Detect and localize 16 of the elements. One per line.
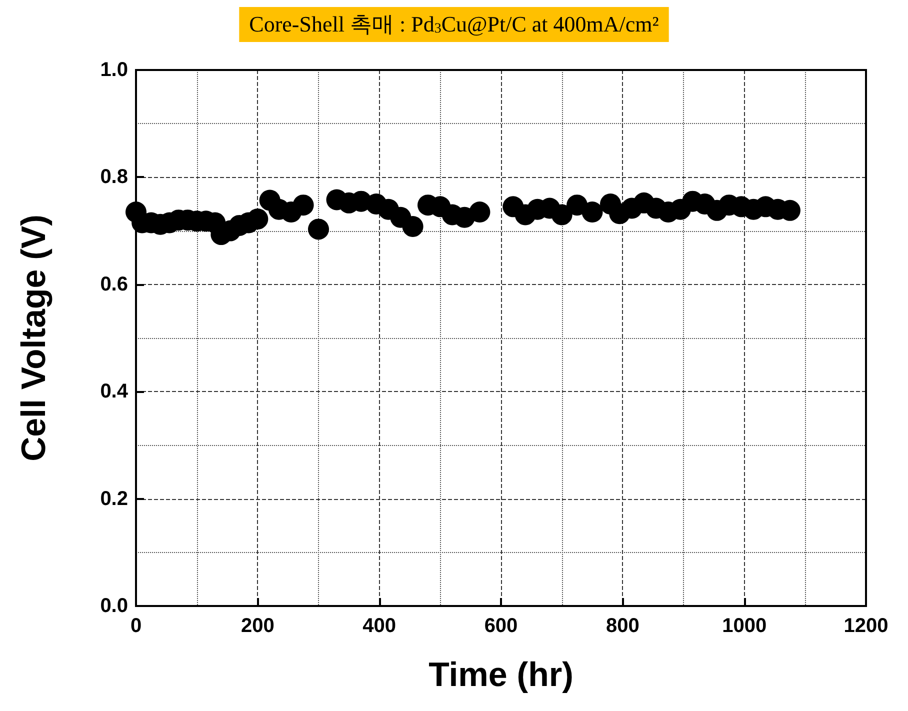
x-tick-label: 800 <box>606 615 640 637</box>
y-tick-label: 1.0 <box>100 59 128 81</box>
x-tick-label: 1200 <box>844 615 888 637</box>
y-tick-label: 0.2 <box>100 488 128 510</box>
x-tick-label: 0 <box>130 615 142 637</box>
y-tick-label: 0.8 <box>100 166 128 188</box>
x-axis-title: Time (hr) <box>428 656 574 694</box>
y-tick-label: 0.0 <box>100 595 128 617</box>
x-tick-label: 400 <box>362 615 396 637</box>
x-tick-label: 1000 <box>722 615 767 637</box>
x-tick-label: 200 <box>240 615 274 637</box>
chart-title: Core-Shell 촉매 : Pd3Cu@Pt/C at 400mA/cm² <box>249 12 660 36</box>
y-axis-title: Cell Voltage (V) <box>15 214 53 462</box>
x-tick-label: 600 <box>484 615 518 637</box>
y-tick-label: 0.6 <box>100 273 128 296</box>
y-tick-label: 0.4 <box>100 380 129 403</box>
